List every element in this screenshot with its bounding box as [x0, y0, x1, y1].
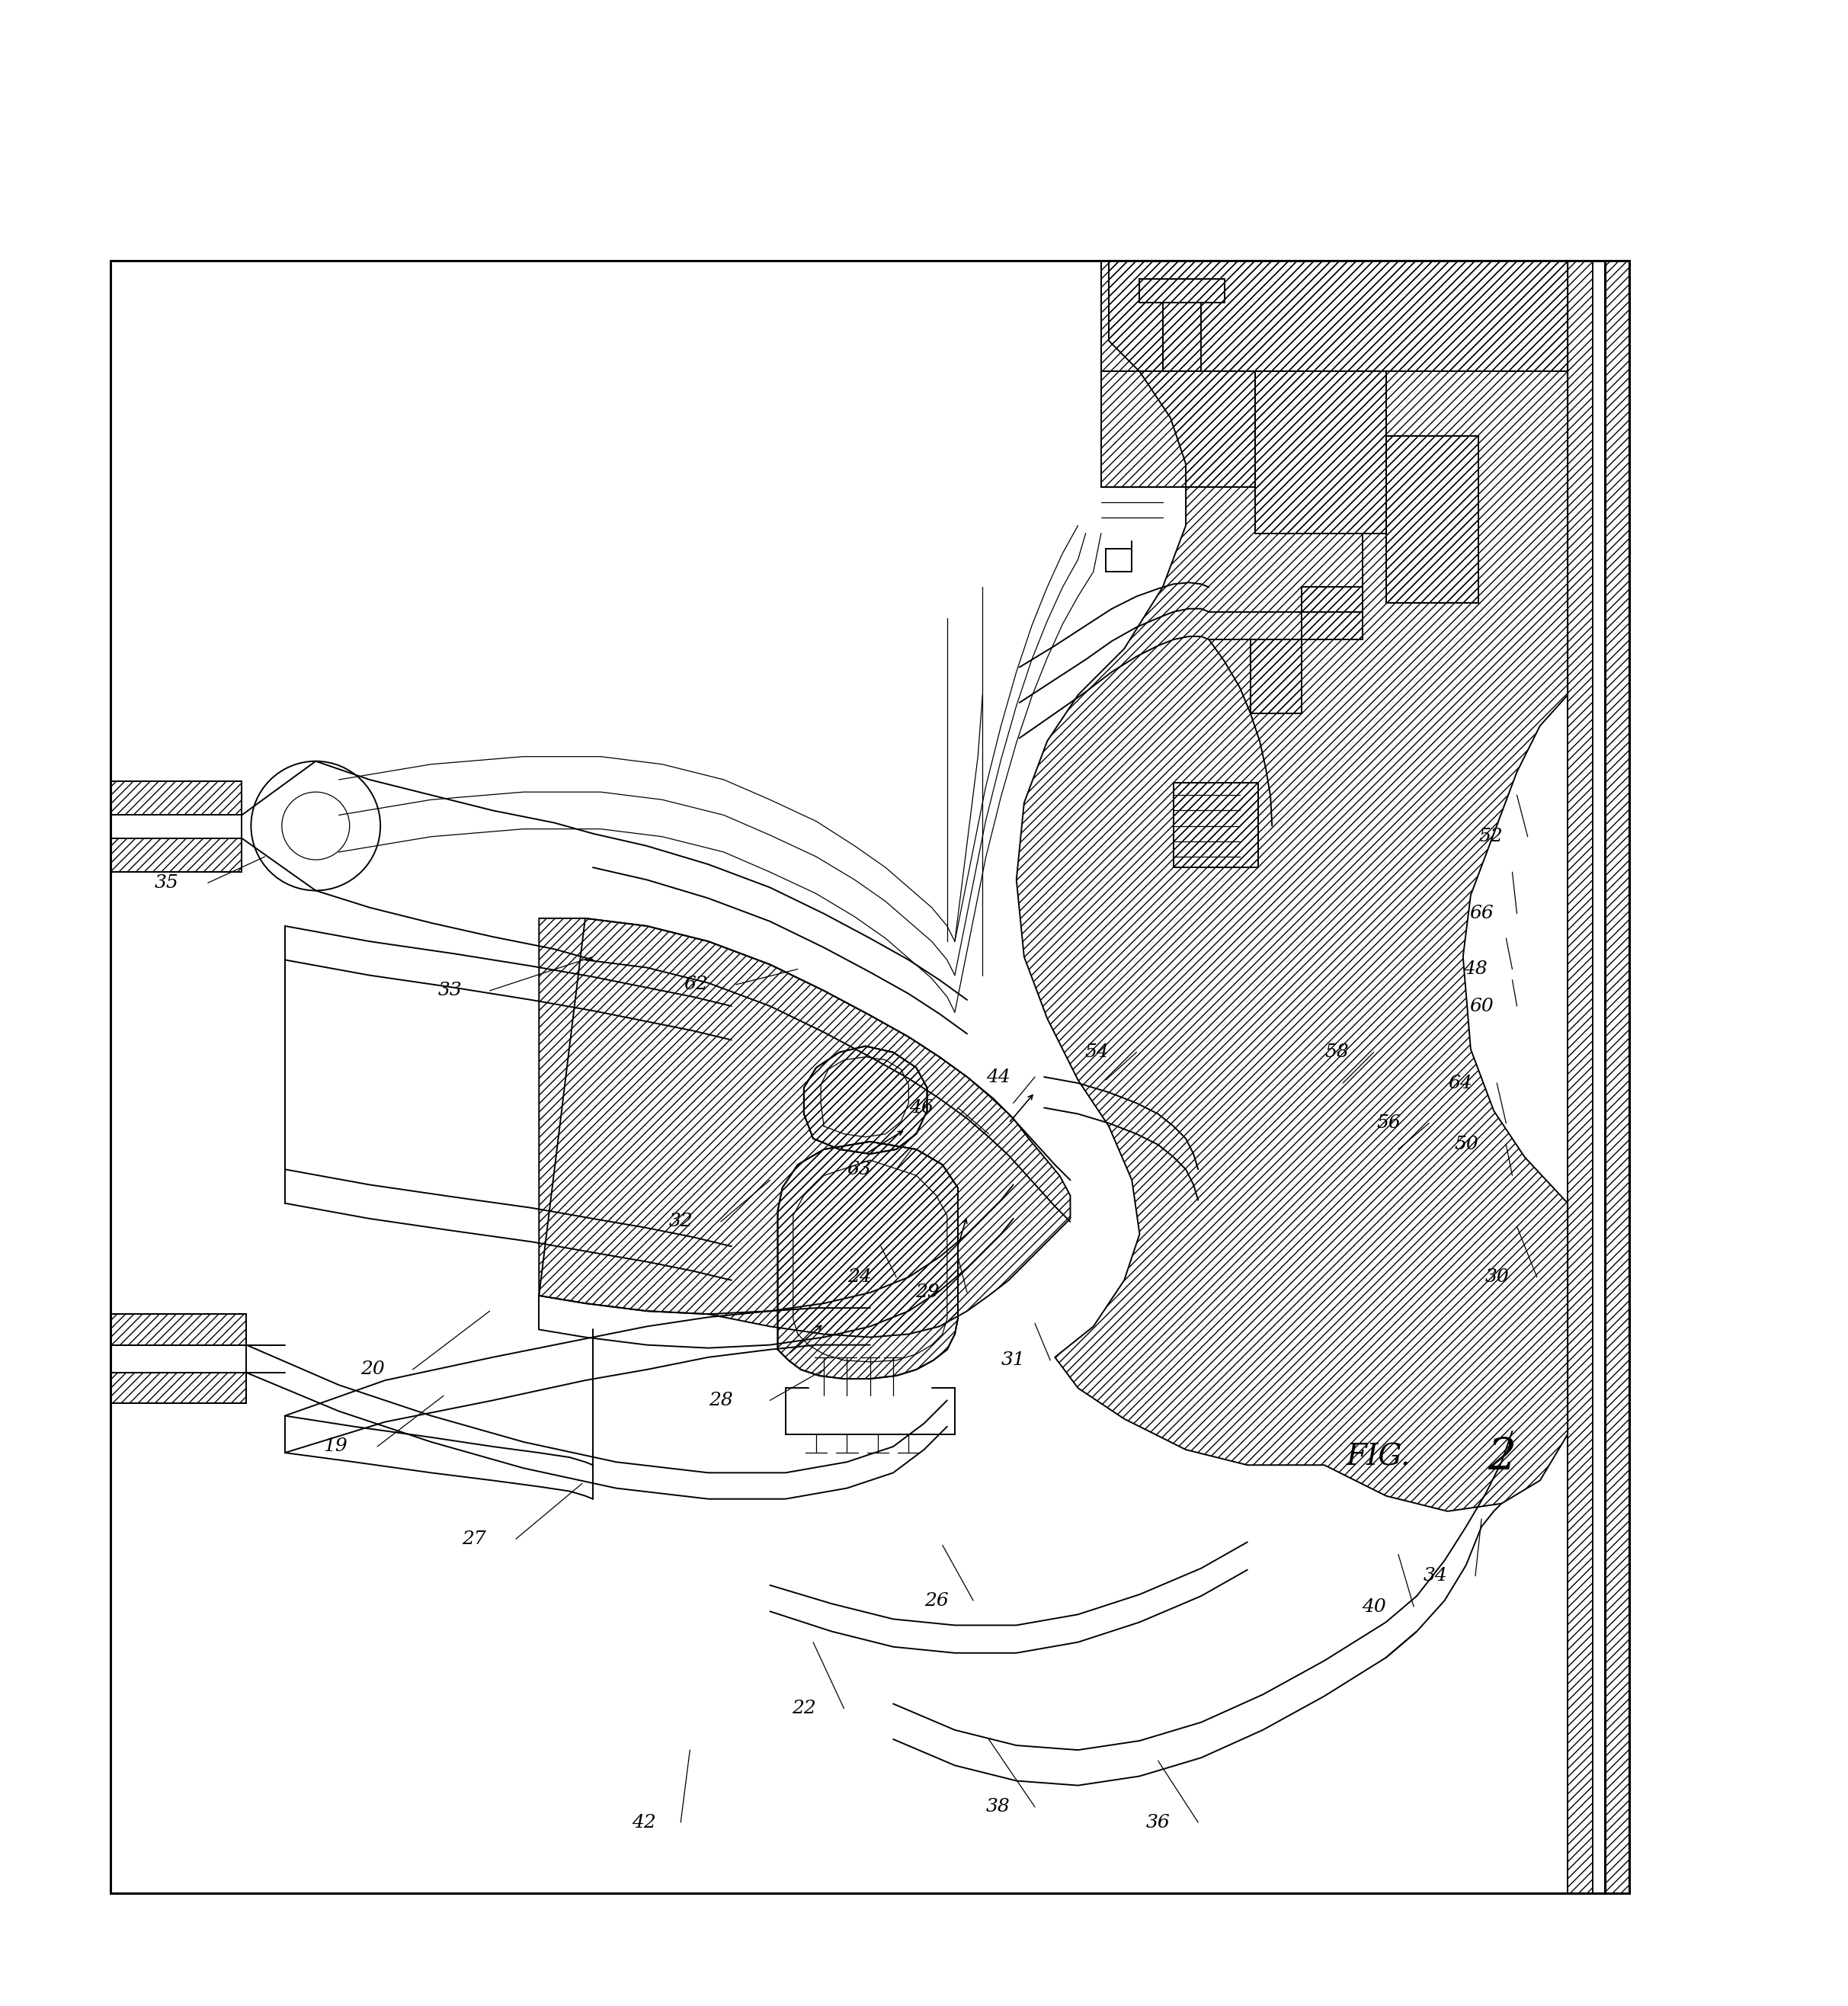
Text: 27: 27 — [462, 1531, 486, 1549]
Text: 56: 56 — [1377, 1115, 1401, 1131]
Text: 30: 30 — [1484, 1268, 1510, 1286]
Text: 50: 50 — [1454, 1135, 1478, 1153]
Text: 40: 40 — [1362, 1599, 1386, 1615]
Bar — [1251, 640, 1301, 714]
Text: 58: 58 — [1325, 1043, 1349, 1061]
Bar — [1301, 588, 1362, 640]
Text: 38: 38 — [985, 1797, 1011, 1815]
Text: 31: 31 — [1002, 1352, 1026, 1368]
Bar — [1386, 435, 1478, 602]
Bar — [111, 780, 242, 814]
Text: 34: 34 — [1423, 1567, 1447, 1585]
Bar — [111, 1372, 246, 1404]
Bar — [111, 839, 242, 873]
Text: FIG.: FIG. — [1345, 1442, 1410, 1472]
Bar — [1255, 371, 1386, 534]
Text: 66: 66 — [1469, 905, 1493, 923]
Bar — [1101, 261, 1567, 371]
Text: 29: 29 — [915, 1284, 939, 1302]
Text: 28: 28 — [708, 1392, 734, 1408]
Bar — [1567, 261, 1593, 1894]
Text: 54: 54 — [1085, 1043, 1109, 1061]
Text: 62: 62 — [684, 975, 708, 993]
Text: 22: 22 — [791, 1699, 817, 1717]
Text: 35: 35 — [153, 875, 179, 891]
Text: 44: 44 — [985, 1067, 1011, 1085]
Text: 46: 46 — [909, 1099, 933, 1117]
Text: 32: 32 — [669, 1214, 693, 1230]
Text: 64: 64 — [1447, 1075, 1473, 1091]
Text: 19: 19 — [323, 1438, 347, 1454]
Text: 33: 33 — [438, 981, 462, 999]
Bar — [1604, 261, 1630, 1894]
Text: 26: 26 — [924, 1593, 948, 1609]
Text: 24: 24 — [846, 1268, 872, 1286]
Text: 42: 42 — [632, 1813, 656, 1831]
Text: 2: 2 — [1488, 1436, 1515, 1478]
Text: 48: 48 — [1464, 961, 1488, 977]
Bar — [111, 261, 1630, 1894]
Bar — [1173, 782, 1258, 867]
Text: 60: 60 — [1469, 997, 1493, 1015]
Text: 63: 63 — [846, 1161, 872, 1178]
Bar — [1101, 371, 1255, 487]
Text: 36: 36 — [1146, 1813, 1170, 1831]
Text: 20: 20 — [360, 1360, 384, 1378]
Text: 52: 52 — [1478, 828, 1502, 845]
Bar — [111, 1314, 246, 1344]
